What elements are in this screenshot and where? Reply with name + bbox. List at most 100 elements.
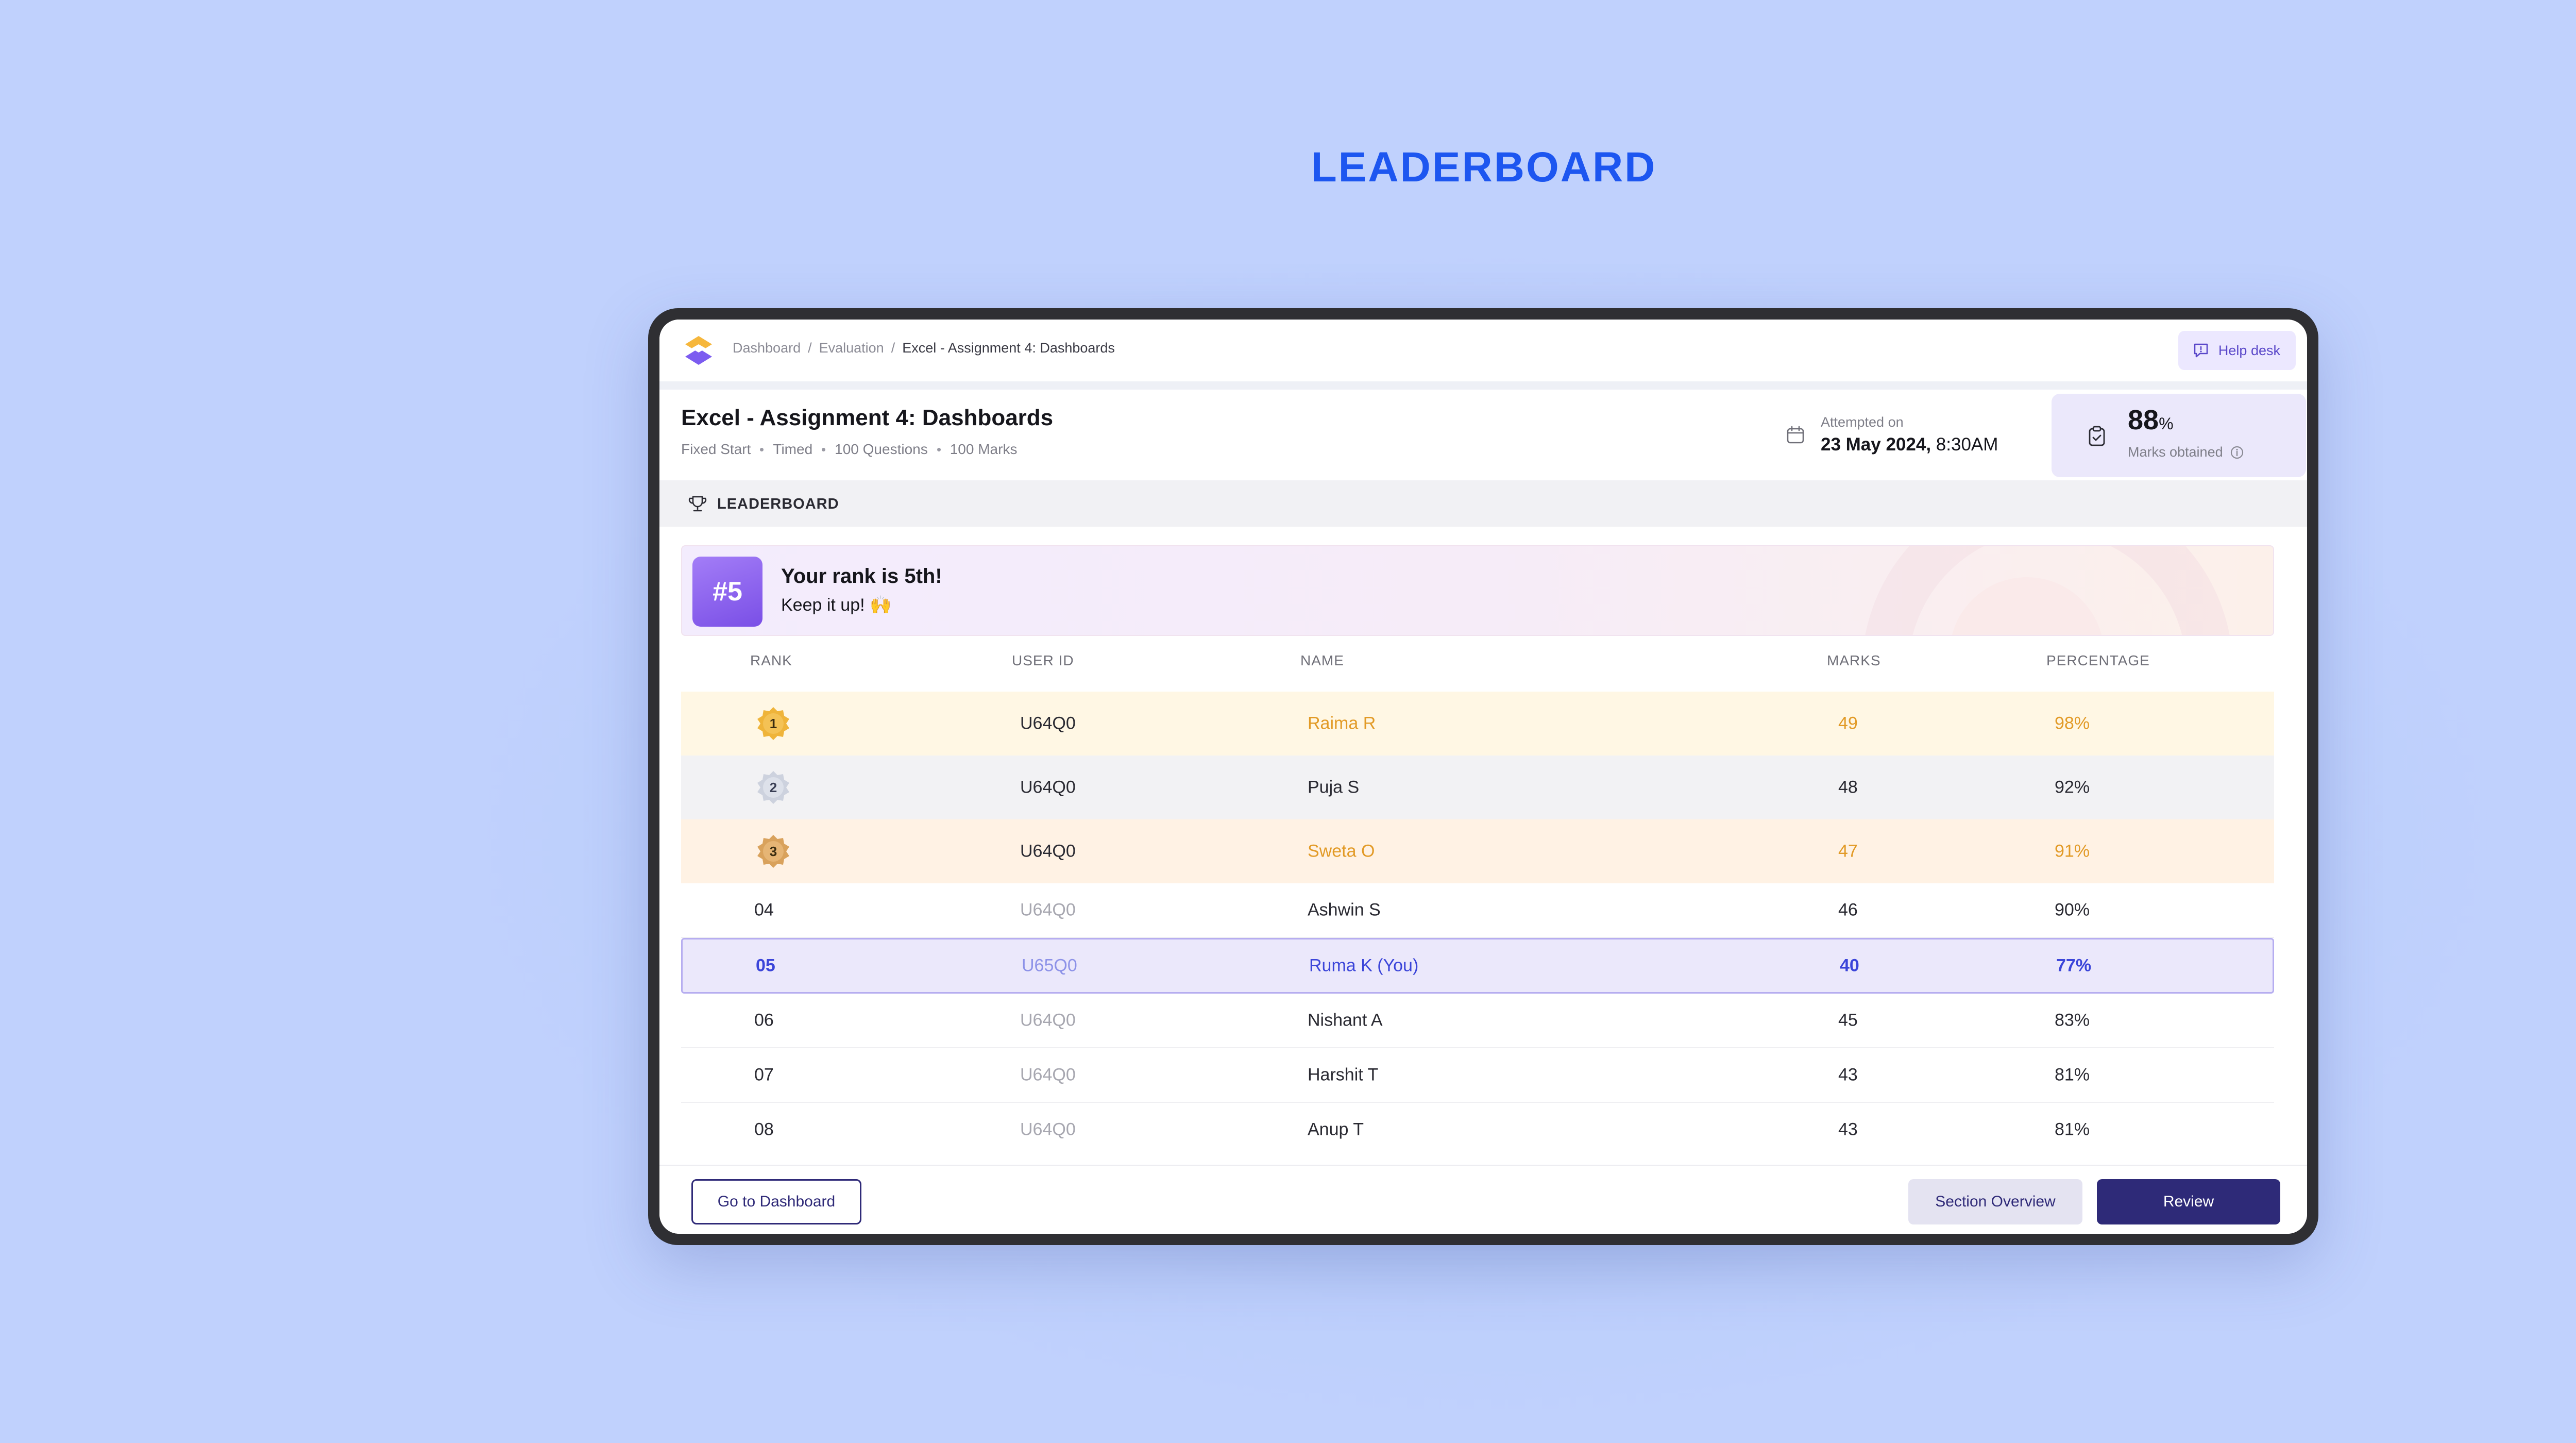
- user-marks: 48: [1838, 777, 1858, 797]
- user-marks: 40: [1840, 955, 1859, 976]
- table-row[interactable]: 08 U64Q0 Anup T 43 81%: [681, 1103, 2274, 1156]
- marks-value: 88: [2128, 405, 2159, 435]
- user-marks: 49: [1838, 713, 1858, 733]
- footer-bar: Go to Dashboard Section Overview Review: [659, 1165, 2307, 1234]
- rank-badge: #5: [692, 557, 762, 627]
- user-name: Anup T: [1308, 1119, 1364, 1139]
- clipboard-check-icon: [2089, 426, 2105, 446]
- user-percentage: 83%: [2055, 1010, 2090, 1030]
- user-id: U64Q0: [1020, 841, 1076, 861]
- rank-medal: 3: [755, 833, 791, 869]
- meta-start-type: Fixed Start: [681, 441, 751, 457]
- table-row[interactable]: 06 U64Q0 Nishant A 45 83%: [681, 994, 2274, 1048]
- meta-dot: [937, 447, 941, 451]
- table-row[interactable]: 07 U64Q0 Harshit T 43 81%: [681, 1048, 2274, 1103]
- rank-number: 1: [769, 715, 777, 731]
- user-percentage: 90%: [2055, 900, 2090, 920]
- user-id: U64Q0: [1020, 1010, 1076, 1030]
- calendar-icon: [1787, 426, 1804, 443]
- review-button[interactable]: Review: [2097, 1179, 2280, 1224]
- user-id: U65Q0: [1022, 955, 1077, 976]
- app-screen: Dashboard / Evaluation / Excel - Assignm…: [659, 320, 2307, 1234]
- attempted-on: Attempted on 23 May 2024, 8:30AM: [1785, 414, 1998, 455]
- rank-number: 07: [754, 1065, 774, 1085]
- app-logo-icon[interactable]: [682, 334, 715, 367]
- assignment-header: Excel - Assignment 4: Dashboards Fixed S…: [659, 390, 2307, 480]
- attempted-time: 8:30AM: [1931, 434, 1998, 455]
- attempted-value: 23 May 2024, 8:30AM: [1821, 434, 1998, 455]
- col-marks[interactable]: MARKS: [1827, 652, 1881, 668]
- rank-number: 06: [754, 1010, 774, 1030]
- user-percentage: 91%: [2055, 841, 2090, 861]
- marks-label-wrap: Marks obtained: [2128, 444, 2245, 460]
- rank-subtext: Keep it up! 🙌: [781, 595, 892, 615]
- meta-dot: [760, 447, 764, 451]
- rank-number: 08: [754, 1119, 774, 1139]
- rank-number: 3: [769, 843, 777, 859]
- rank-headline: Your rank is 5th!: [781, 565, 942, 588]
- divider: [659, 381, 2307, 390]
- marks-percentage: 88%: [2128, 404, 2174, 436]
- meta-marks: 100 Marks: [950, 441, 1018, 457]
- meta-questions: 100 Questions: [835, 441, 928, 457]
- user-name: Raima R: [1308, 713, 1376, 733]
- rank-number: 2: [769, 779, 777, 795]
- rank-number: 05: [756, 955, 775, 976]
- breadcrumb-dashboard[interactable]: Dashboard: [733, 340, 801, 356]
- table-row-current-user[interactable]: 05 U65Q0 Ruma K (You) 40 77%: [681, 938, 2274, 994]
- go-to-dashboard-button[interactable]: Go to Dashboard: [691, 1179, 861, 1224]
- col-rank[interactable]: RANK: [750, 652, 792, 668]
- section-overview-button[interactable]: Section Overview: [1908, 1179, 2082, 1224]
- table-header: RANK USER ID NAME MARKS PERCENTAGE: [681, 652, 2274, 683]
- user-percentage: 98%: [2055, 713, 2090, 733]
- user-marks: 47: [1838, 841, 1858, 861]
- marks-unit: %: [2159, 414, 2174, 433]
- leaderboard-section-bar: LEADERBOARD: [659, 480, 2307, 527]
- user-percentage: 92%: [2055, 777, 2090, 797]
- marks-label: Marks obtained: [2128, 444, 2223, 460]
- user-name: Ashwin S: [1308, 900, 1381, 920]
- help-desk-label: Help desk: [2218, 342, 2280, 358]
- breadcrumb-separator: /: [891, 340, 895, 356]
- rank-medal: 2: [755, 769, 791, 806]
- user-name: Harshit T: [1308, 1065, 1379, 1085]
- help-chat-icon: [2194, 343, 2208, 358]
- user-percentage: 81%: [2055, 1065, 2090, 1085]
- user-id: U64Q0: [1020, 777, 1076, 797]
- marks-card: 88% Marks obtained: [2052, 394, 2306, 477]
- breadcrumb-separator: /: [808, 340, 812, 356]
- tablet-frame: Dashboard / Evaluation / Excel - Assignm…: [648, 308, 2318, 1245]
- breadcrumb: Dashboard / Evaluation / Excel - Assignm…: [733, 340, 1115, 356]
- user-id: U64Q0: [1020, 713, 1076, 733]
- breadcrumb-current: Excel - Assignment 4: Dashboards: [902, 340, 1115, 356]
- medal-bronze-icon: [757, 835, 789, 868]
- table-row[interactable]: 2 U64Q0 Puja S 48 92%: [681, 756, 2274, 819]
- info-icon[interactable]: [2229, 445, 2245, 460]
- col-percentage[interactable]: PERCENTAGE: [2046, 652, 2150, 668]
- user-id: U64Q0: [1020, 1065, 1076, 1085]
- user-marks: 43: [1838, 1065, 1858, 1085]
- trophy-icon: [688, 496, 707, 512]
- user-id: U64Q0: [1020, 1119, 1076, 1139]
- col-name[interactable]: NAME: [1300, 652, 1344, 668]
- medal-silver-icon: [757, 771, 789, 804]
- help-desk-button[interactable]: Help desk: [2178, 331, 2296, 370]
- user-percentage: 81%: [2055, 1119, 2090, 1139]
- section-label: LEADERBOARD: [717, 496, 839, 512]
- table-row[interactable]: 3 U64Q0 Sweta O 47 91%: [681, 819, 2274, 883]
- user-percentage: 77%: [2056, 955, 2092, 976]
- breadcrumb-evaluation[interactable]: Evaluation: [819, 340, 884, 356]
- rank-banner: #5 Your rank is 5th! Keep it up! 🙌: [681, 545, 2274, 636]
- user-name: Puja S: [1308, 777, 1360, 797]
- top-bar: Dashboard / Evaluation / Excel - Assignm…: [659, 320, 2307, 381]
- col-user-id[interactable]: USER ID: [1012, 652, 1074, 668]
- page-title: LEADERBOARD: [1311, 144, 1657, 191]
- table-row[interactable]: 1 U64Q0 Raima R 49 98%: [681, 692, 2274, 756]
- meta-timed: Timed: [773, 441, 813, 457]
- table-row[interactable]: 04 U64Q0 Ashwin S 46 90%: [681, 883, 2274, 938]
- rank-number: 04: [754, 900, 774, 920]
- user-name: Sweta O: [1308, 841, 1375, 861]
- user-marks: 46: [1838, 900, 1858, 920]
- user-marks: 45: [1838, 1010, 1858, 1030]
- attempted-label: Attempted on: [1821, 414, 1904, 430]
